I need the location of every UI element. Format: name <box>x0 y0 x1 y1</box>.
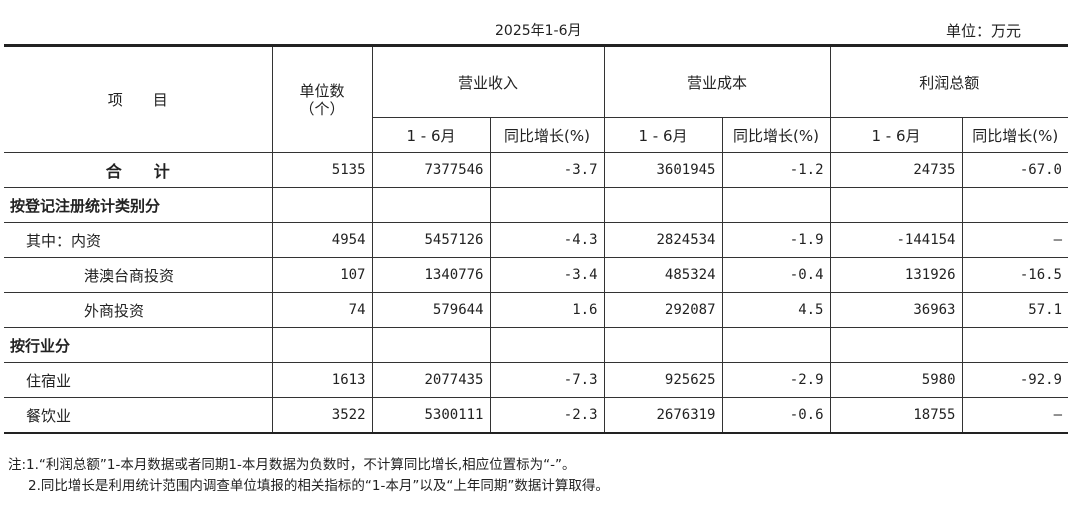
table-cell: -3.4 <box>489 257 605 293</box>
table-cell: -92.9 <box>961 362 1068 398</box>
row-label: 按行业分 <box>4 327 273 363</box>
table-cell: 5980 <box>829 362 963 398</box>
table-row: 餐饮业 3522 5300111 -2.3 2676319 -0.6 18755— <box>4 397 1068 434</box>
table-cell: 4.5 <box>721 292 831 328</box>
row-label: 其中：内资 <box>4 222 273 258</box>
row-label: 外商投资 <box>4 292 273 328</box>
table-cell <box>371 187 491 223</box>
table-cell: 2676319 <box>603 397 723 434</box>
table-cell: -67.0 <box>961 152 1068 188</box>
table-cell: 1613 <box>271 362 373 398</box>
table-cell: 7377546 <box>371 152 491 188</box>
table-cell <box>371 327 491 363</box>
table-cell: 5300111 <box>371 397 491 434</box>
header-profit: 利润总额 <box>829 45 1068 118</box>
unit-label: 单位：万元 <box>946 22 1022 40</box>
report-period: 2025年1-6月 <box>495 23 582 39</box>
table-row: 按行业分 <box>4 327 1068 363</box>
table-cell: -0.6 <box>721 397 831 434</box>
table-cell: -2.9 <box>721 362 831 398</box>
row-label: 港澳台商投资 <box>4 257 273 293</box>
table-cell: 5135 <box>271 152 373 188</box>
table-cell: -144154 <box>829 222 963 258</box>
table-row: 合 计 5135 7377546 -3.7 3601945 -1.2 24735 -67.0 <box>4 152 1068 188</box>
header-units: 单位数 （个） <box>271 45 373 153</box>
table-cell <box>721 327 831 363</box>
table-cell: — <box>961 397 1068 434</box>
table-cell: 579644 <box>371 292 491 328</box>
subheader-period: 1 - 6月 <box>603 117 723 153</box>
subheader-period: 1 - 6月 <box>372 117 491 153</box>
table-cell: 2077435 <box>371 362 491 398</box>
table-cell <box>829 327 963 363</box>
table-row: 按登记注册统计类别分 <box>4 187 1068 223</box>
table-cell: 4954 <box>271 222 373 258</box>
table-cell <box>603 187 723 223</box>
row-label: 住宿业 <box>4 362 273 398</box>
table-cell: 18755 <box>829 397 963 434</box>
table-cell: 292087 <box>603 292 723 328</box>
table-cell <box>603 327 723 363</box>
subheader-growth: 同比增长(%) <box>961 117 1068 153</box>
table-cell: -2.3 <box>489 397 605 434</box>
subheader-growth: 同比增长(%) <box>489 117 605 153</box>
subheader-growth: 同比增长(%) <box>721 117 831 153</box>
table-cell: 3601945 <box>603 152 723 188</box>
header-revenue: 营业收入 <box>371 45 605 118</box>
table-row: 外商投资 74 579644 1.6 292087 4.5 36963 57.1 <box>4 292 1068 328</box>
subheader-period: 1 - 6月 <box>829 117 963 153</box>
table-cell <box>721 187 831 223</box>
table-cell: -16.5 <box>961 257 1068 293</box>
table-cell: 1.6 <box>489 292 605 328</box>
table-cell: 131926 <box>829 257 963 293</box>
statistics-table: 项 目 单位数 （个） 营业收入 营业成本 利润总额 1 - 6月 同比增长(%… <box>4 44 1068 434</box>
row-label: 合 计 <box>4 152 273 188</box>
table-cell: 107 <box>271 257 373 293</box>
table-cell <box>489 187 605 223</box>
table-cell: 485324 <box>603 257 723 293</box>
table-cell: 1340776 <box>371 257 491 293</box>
table-cell: -3.7 <box>489 152 605 188</box>
table-cell <box>961 187 1068 223</box>
table-cell: -1.2 <box>721 152 831 188</box>
footnote-1: 注:1.“利润总额”1-本月数据或者同期1-本月数据为负数时，不计算同比增长,相… <box>8 457 576 473</box>
table-cell: 925625 <box>603 362 723 398</box>
table-cell: — <box>961 222 1068 258</box>
table-cell: -7.3 <box>489 362 605 398</box>
table-cell: 5457126 <box>371 222 491 258</box>
header-item: 项 目 <box>4 45 273 153</box>
table-cell: 36963 <box>829 292 963 328</box>
row-label: 餐饮业 <box>4 397 273 434</box>
table-row: 其中：内资 4954 5457126 -4.3 2824534 -1.9 -144154— <box>4 222 1068 258</box>
table-cell: 3522 <box>271 397 373 434</box>
table-cell: 24735 <box>829 152 963 188</box>
table-row: 港澳台商投资 107 1340776 -3.4 485324 -0.4 131926 -16.… <box>4 257 1068 293</box>
table-cell: -1.9 <box>721 222 831 258</box>
table-cell: -4.3 <box>489 222 605 258</box>
footnotes: 注:1.“利润总额”1-本月数据或者同期1-本月数据为负数时，不计算同比增长,相… <box>8 455 609 497</box>
footnote-2: 2.同比增长是利用统计范围内调查单位填报的相关指标的“1-本月”以及“上年同期”… <box>28 478 609 494</box>
row-label: 按登记注册统计类别分 <box>4 187 273 223</box>
table-cell: 74 <box>271 292 373 328</box>
table-cell: 2824534 <box>603 222 723 258</box>
table-cell <box>271 187 373 223</box>
table-cell <box>829 187 963 223</box>
table-cell: -0.4 <box>721 257 831 293</box>
table-cell <box>489 327 605 363</box>
table-cell <box>271 327 373 363</box>
table-row: 住宿业 1613 2077435 -7.3 925625 -2.9 5980 -92.9 <box>4 362 1068 398</box>
table-cell: 57.1 <box>961 292 1068 328</box>
header-cost: 营业成本 <box>603 45 831 118</box>
table-cell <box>961 327 1068 363</box>
